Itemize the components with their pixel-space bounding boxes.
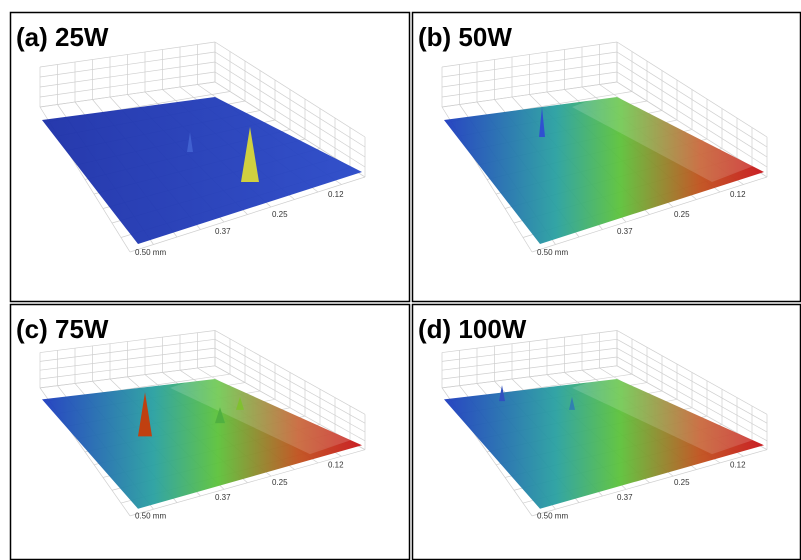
panel: (a) 25W 0.12 0.25 0.37 0.50 mm	[11, 13, 410, 302]
axis-tick-label: 0.25	[674, 210, 690, 219]
axis-tick-label: 0.50 mm	[537, 512, 568, 521]
axis-tick-label: 0.25	[272, 478, 288, 487]
panel-label: (d) 100W	[418, 314, 527, 344]
panel: (b) 50W 0.12 0.25 0.37 0.50 mm	[413, 13, 801, 302]
axis-tick-label: 0.50 mm	[135, 512, 166, 521]
axis-tick-label: 0.12	[730, 190, 746, 199]
panel-label: (c) 75W	[16, 314, 109, 344]
axis-tick-label: 0.12	[328, 190, 344, 199]
axis-tick-label: 0.37	[617, 493, 633, 502]
axis-tick-label: 0.37	[215, 493, 231, 502]
panel-label: (a) 25W	[16, 22, 109, 52]
panel: (c) 75W 0.12 0.25 0.37 0.50 mm	[11, 305, 410, 560]
axis-tick-label: 0.12	[730, 460, 746, 469]
axis-tick-label: 0.12	[328, 460, 344, 469]
axis-tick-label: 0.37	[617, 227, 633, 236]
axis-tick-label: 0.37	[215, 227, 231, 236]
axis-tick-label: 0.25	[272, 210, 288, 219]
axis-tick-label: 0.50 mm	[135, 248, 166, 257]
figure: (a) 25W 0.12 0.25 0.37 0.50 mm (b) 50W 0.12 0.2…	[0, 0, 801, 560]
axis-tick-label: 0.25	[674, 478, 690, 487]
axis-tick-label: 0.50 mm	[537, 248, 568, 257]
panel: (d) 100W 0.12 0.25 0.37 0.50 mm	[413, 305, 801, 560]
panel-label: (b) 50W	[418, 22, 512, 52]
